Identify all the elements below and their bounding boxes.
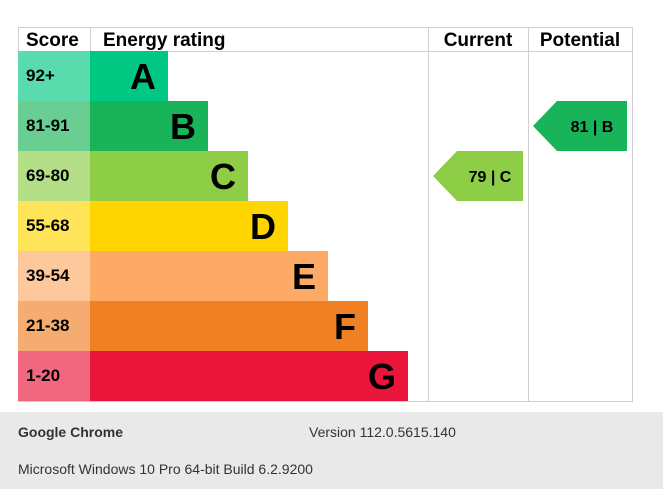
score-label-a: 92+ xyxy=(26,66,55,85)
score-label-b: 81-91 xyxy=(26,116,69,135)
chart-headers: Score Energy rating Current Potential xyxy=(26,30,620,51)
header-energy-rating: Energy rating xyxy=(103,30,225,51)
rating-letter-e: E xyxy=(292,256,316,297)
epc-chart: 92+ A81-91 B69-80 C55-68 D39-54 E21-38 F1-20 G … xyxy=(18,27,633,402)
header-current: Current xyxy=(444,30,513,51)
browser-name: Google Chrome xyxy=(18,424,124,440)
current-arrow xyxy=(433,151,523,201)
rating-bar-b xyxy=(90,101,208,151)
potential-rating-label: 81 | B xyxy=(571,119,614,136)
score-cell-c xyxy=(18,151,90,201)
rating-letter-c: C xyxy=(210,156,236,197)
os-info: Microsoft Windows 10 Pro 64-bit Build 6.… xyxy=(18,461,313,477)
rating-bands: 92+ A 81-91 B 69-80 C 55-68 D 39-54 E 21-38 F 1-20 G xyxy=(18,51,408,401)
score-cell-b xyxy=(18,101,90,151)
score-label-g: 1-20 xyxy=(26,366,60,385)
rating-letter-f: F xyxy=(334,306,356,347)
header-score: Score xyxy=(26,30,79,51)
rating-arrows: 79 | C 81 | B xyxy=(433,101,627,201)
rating-bar-g xyxy=(90,351,408,401)
current-rating-label: 79 | C xyxy=(469,169,512,186)
rating-bar-a xyxy=(90,51,168,101)
header-potential: Potential xyxy=(540,30,620,51)
rating-letter-b: B xyxy=(170,106,196,147)
score-label-c: 69-80 xyxy=(26,166,69,185)
score-cell-f xyxy=(18,301,90,351)
score-cell-a xyxy=(18,51,90,101)
score-label-f: 21-38 xyxy=(26,316,69,335)
score-label-d: 55-68 xyxy=(26,216,69,235)
score-label-e: 39-54 xyxy=(26,266,70,285)
browser-version: Version 112.0.5615.140 xyxy=(309,424,456,440)
rating-bar-c xyxy=(90,151,248,201)
rating-bar-f xyxy=(90,301,368,351)
rating-letter-d: D xyxy=(250,206,276,247)
rating-letter-g: G xyxy=(368,356,396,397)
rating-bar-d xyxy=(90,201,288,251)
score-cell-e xyxy=(18,251,90,301)
rating-bar-e xyxy=(90,251,328,301)
score-cell-g xyxy=(18,351,90,401)
browser-info-footer: Google Chrome Version 112.0.5615.140 Mic… xyxy=(0,412,663,489)
rating-letter-a: A xyxy=(130,56,156,97)
score-cell-d xyxy=(18,201,90,251)
potential-arrow xyxy=(533,101,627,151)
